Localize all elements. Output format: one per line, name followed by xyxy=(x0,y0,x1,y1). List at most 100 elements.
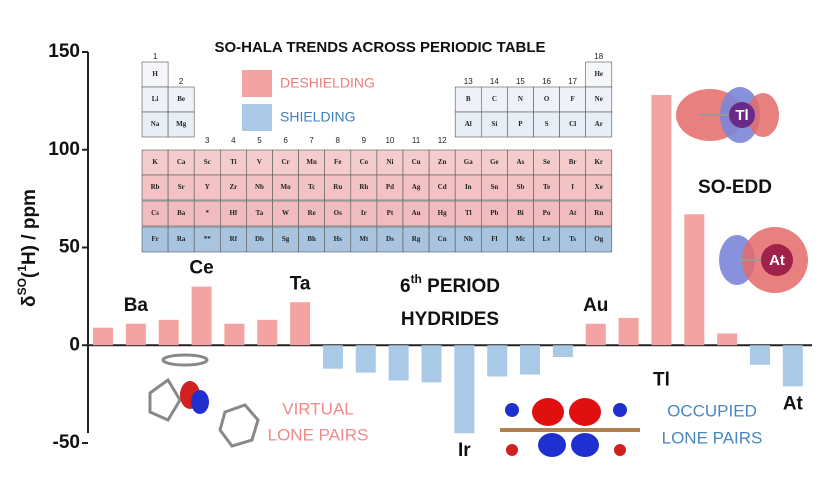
table-cell xyxy=(376,226,404,253)
period-annotation: 6th PERIOD xyxy=(400,272,500,297)
element-symbol: Lv xyxy=(542,235,551,243)
element-symbol: Tc xyxy=(308,183,315,191)
group-number: 3 xyxy=(205,136,210,145)
period-num: 6 xyxy=(400,276,411,297)
element-symbol: Nh xyxy=(464,235,473,243)
y-label-open: ( xyxy=(19,271,40,278)
element-symbol: Pb xyxy=(490,209,498,217)
x-tick-label: Ta xyxy=(290,273,311,294)
table-cell xyxy=(402,149,430,176)
table-cell xyxy=(272,200,299,227)
element-symbol: Cn xyxy=(438,235,447,243)
element-symbol: Rn xyxy=(594,209,603,217)
element-symbol: Mt xyxy=(359,235,369,243)
element-symbol: Nb xyxy=(255,183,264,191)
table-cell xyxy=(376,174,404,201)
y-tick-label: 0 xyxy=(69,334,80,355)
element-symbol: Sn xyxy=(490,183,498,191)
element-symbol: Ba xyxy=(177,209,186,217)
table-cell xyxy=(220,226,247,253)
y-tick-label: -50 xyxy=(53,432,80,453)
bar xyxy=(487,345,508,377)
table-cell xyxy=(480,226,508,253)
element-symbol: Co xyxy=(360,158,369,166)
period-sup: th xyxy=(411,272,422,286)
bar xyxy=(717,333,738,346)
table-cell xyxy=(480,174,508,201)
bar xyxy=(125,323,146,346)
virtual-molecule xyxy=(148,353,260,448)
table-cell xyxy=(585,111,613,138)
table-cell xyxy=(585,226,613,253)
element-symbol: Rg xyxy=(412,235,421,243)
table-cell xyxy=(246,149,273,176)
y-label-sup2: 1 xyxy=(15,265,29,272)
x-tick-label: Ba xyxy=(124,295,149,316)
table-cell xyxy=(507,226,534,253)
group-number: 12 xyxy=(438,136,447,145)
element-symbol: Hg xyxy=(438,209,447,217)
element-symbol: Mg xyxy=(176,120,187,128)
bar xyxy=(93,327,113,346)
element-symbol: Ds xyxy=(386,235,394,243)
group-number: 7 xyxy=(309,136,314,145)
element-symbol: Fl xyxy=(491,235,497,243)
bar xyxy=(782,345,803,387)
chart-title: SO-HALA TRENDS ACROSS PERIODIC TABLE xyxy=(214,39,545,56)
element-symbol: Po xyxy=(543,209,551,217)
element-symbol: Rh xyxy=(359,183,368,191)
table-cell xyxy=(428,200,456,227)
element-symbol: N xyxy=(518,95,523,103)
element-symbol: Ca xyxy=(177,158,186,166)
element-symbol: Be xyxy=(177,95,185,103)
table-cell xyxy=(507,174,534,201)
element-symbol: Bi xyxy=(517,209,524,217)
element-symbol: Sg xyxy=(282,235,290,243)
bar xyxy=(684,214,705,346)
element-symbol: Re xyxy=(308,209,316,217)
element-symbol: At xyxy=(569,209,577,217)
table-cell xyxy=(246,226,273,253)
element-symbol: Bh xyxy=(307,235,316,243)
table-cell xyxy=(533,226,560,253)
element-symbol: O xyxy=(544,95,550,103)
table-cell xyxy=(376,200,404,227)
period-rest: PERIOD xyxy=(422,276,500,297)
element-symbol: Rf xyxy=(230,235,238,243)
element-symbol: W xyxy=(282,209,289,217)
element-symbol: In xyxy=(465,183,472,191)
group-number: 11 xyxy=(412,136,421,145)
group-number: 5 xyxy=(257,136,262,145)
y-tick-label: 100 xyxy=(48,139,80,160)
element-symbol: Ag xyxy=(412,183,421,191)
element-symbol: Kr xyxy=(594,158,603,166)
y-axis-label: δSO(1H) / ppm xyxy=(15,189,40,307)
group-number: 2 xyxy=(179,77,184,86)
table-cell xyxy=(480,200,508,227)
element-symbol: Os xyxy=(334,209,342,217)
table-cell xyxy=(559,226,586,253)
bar xyxy=(290,302,311,346)
element-symbol: Cs xyxy=(151,209,159,217)
plot-area: DESHIELDING SHIELDING -50 0 50 100 150 Ba Ce Ta Ir… xyxy=(48,41,812,461)
table-cell xyxy=(141,226,169,253)
element-symbol: Zr xyxy=(229,183,237,191)
table-cell xyxy=(167,200,195,227)
element-symbol: Br xyxy=(569,158,577,166)
element-symbol: P xyxy=(518,120,523,128)
bar xyxy=(355,345,376,373)
table-cell xyxy=(246,174,273,201)
table-cell xyxy=(454,226,482,253)
bar xyxy=(224,323,245,346)
element-symbol: Zn xyxy=(438,158,447,166)
table-cell xyxy=(585,200,613,227)
orbital-label: Tl xyxy=(735,107,748,124)
table-cell xyxy=(480,111,508,138)
orbital-label: At xyxy=(769,252,785,269)
group-number: 8 xyxy=(336,136,341,145)
table-cell xyxy=(350,174,378,201)
table-cell xyxy=(193,149,221,176)
element-symbol: Ne xyxy=(595,95,603,103)
element-symbol: Rb xyxy=(151,183,160,191)
